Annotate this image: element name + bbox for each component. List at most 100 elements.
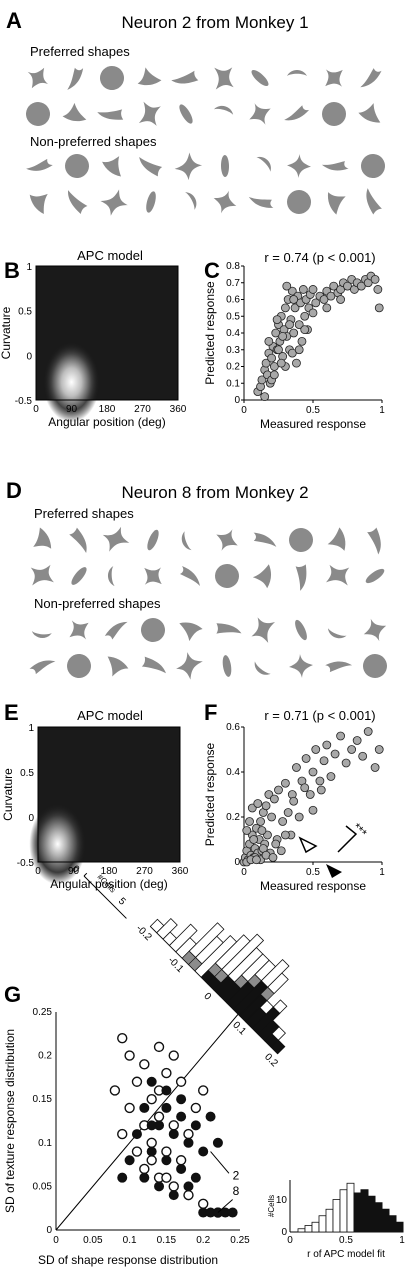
data-point-open [109,1085,121,1096]
data-point [336,731,346,741]
preferred-shapes-grid [21,61,387,131]
shape-icon [292,618,310,642]
shape-icon [139,155,163,178]
panel-c: C r = 0.74 (p < 0.001) 0 0.5 1 0 0.1 0.2 0.3 0.… [203,250,385,431]
data-point-open [197,1085,209,1096]
y-tick-label: 0.1 [38,1138,52,1149]
shape-icon [136,613,170,647]
annotation-leader-2 [210,1151,230,1174]
panel-label-c: C [204,258,220,283]
inset-bar-filled [395,1221,404,1233]
data-point [278,331,288,341]
shape-icon [100,149,131,179]
panel-d-nonpreferred-label: Non-preferred shapes [34,596,161,611]
shape-icon [138,101,162,127]
shape-icon [28,652,56,680]
shape-icon [68,564,90,588]
y-tick-label: 0.5 [226,311,240,322]
panel-label-a: A [6,8,22,33]
shape-icon [31,630,52,640]
data-point [271,328,281,338]
data-point [322,303,332,313]
shape-icon [287,70,307,76]
shape-icon [251,527,277,553]
shape-icon [144,190,158,214]
y-axis-label: SD of texture response distribution [3,1029,17,1213]
x-tick-label: 270 [134,404,151,415]
inset-x-axis-label: r of APC model fit [307,1249,385,1260]
shape-icon [321,151,351,181]
count-axis-tick [83,872,88,877]
data-point-open [139,1163,150,1175]
panel-g: G 0 0.05 0.1 0.15 0.2 0.2500.050.10.150.20.25… [3,820,405,1267]
inset-bar-open [325,1208,334,1233]
data-point-filled [139,1102,150,1113]
y-tick-label: 0.5 [20,768,34,779]
shape-icon [359,614,391,646]
shape-icon [286,153,312,179]
shape-icon [360,67,382,89]
data-point-open [146,1155,157,1166]
data-point-filled [168,1190,179,1201]
y-tick-label: 0.2 [38,1051,52,1062]
data-point [267,353,277,363]
data-point-filled [205,1111,216,1122]
data-point [370,763,380,772]
heatmap-peak [43,341,100,423]
data-point-open [183,1128,194,1140]
data-point [268,853,278,862]
shape-icon [286,560,317,591]
data-point [289,796,299,806]
shape-icon [62,613,96,647]
shape-icon [221,654,233,678]
shape-icon [100,653,130,682]
data-point [370,274,380,284]
data-point [311,745,321,754]
open-triangle-icon [298,836,318,854]
data-point [319,756,329,766]
data-point [374,745,384,754]
inset-bar-filled [381,1208,390,1233]
y-tick-label: 0.3 [226,345,240,356]
data-point [289,295,299,304]
shape-icon [251,661,271,679]
data-point [352,736,362,745]
data-point [374,303,384,313]
shape-icon [175,620,204,644]
x-tick-label: 0 [241,867,247,878]
data-point-filled [139,1172,150,1183]
y-tick-label: 0.5 [18,307,32,318]
y-tick-label: 0.2 [226,362,240,373]
data-point-open [124,1050,135,1061]
shape-icon [318,98,350,130]
inset-bar-open [332,1199,341,1233]
data-point [308,767,318,777]
panel-d-preferred-label: Preferred shapes [34,506,134,521]
data-point-filled [190,1120,201,1131]
data-point [341,758,351,768]
shape-icon [317,61,351,95]
x-tick-label: 0.25 [230,1235,250,1246]
data-point [285,320,294,330]
scatter-f: 0 0.5 1 0 0.2 0.4 0.6 Measured response Predicte… [203,722,385,893]
panel-a-preferred-label: Preferred shapes [30,44,130,59]
data-point [283,808,293,817]
x-tick-label: 0.1 [123,1235,137,1246]
data-point [249,835,259,844]
inset-bar-open [339,1189,348,1233]
data-point-filled [176,1163,187,1174]
data-point [282,281,292,291]
data-point-open [139,1059,150,1070]
data-point-open [161,1146,172,1157]
data-point [272,315,282,325]
data-point [308,308,318,318]
preferred-shapes-grid-d [26,523,391,593]
shape-icon [243,97,277,131]
diagonal-histogram: -0.2-0.100.10.205#Cells*** [69,820,369,1069]
y-tick-label: 0.4 [226,328,240,339]
data-point [289,328,299,338]
data-point [356,281,366,291]
y-tick-label: 0.4 [226,767,240,778]
heatmap-peak [29,803,87,885]
data-point [274,345,283,355]
